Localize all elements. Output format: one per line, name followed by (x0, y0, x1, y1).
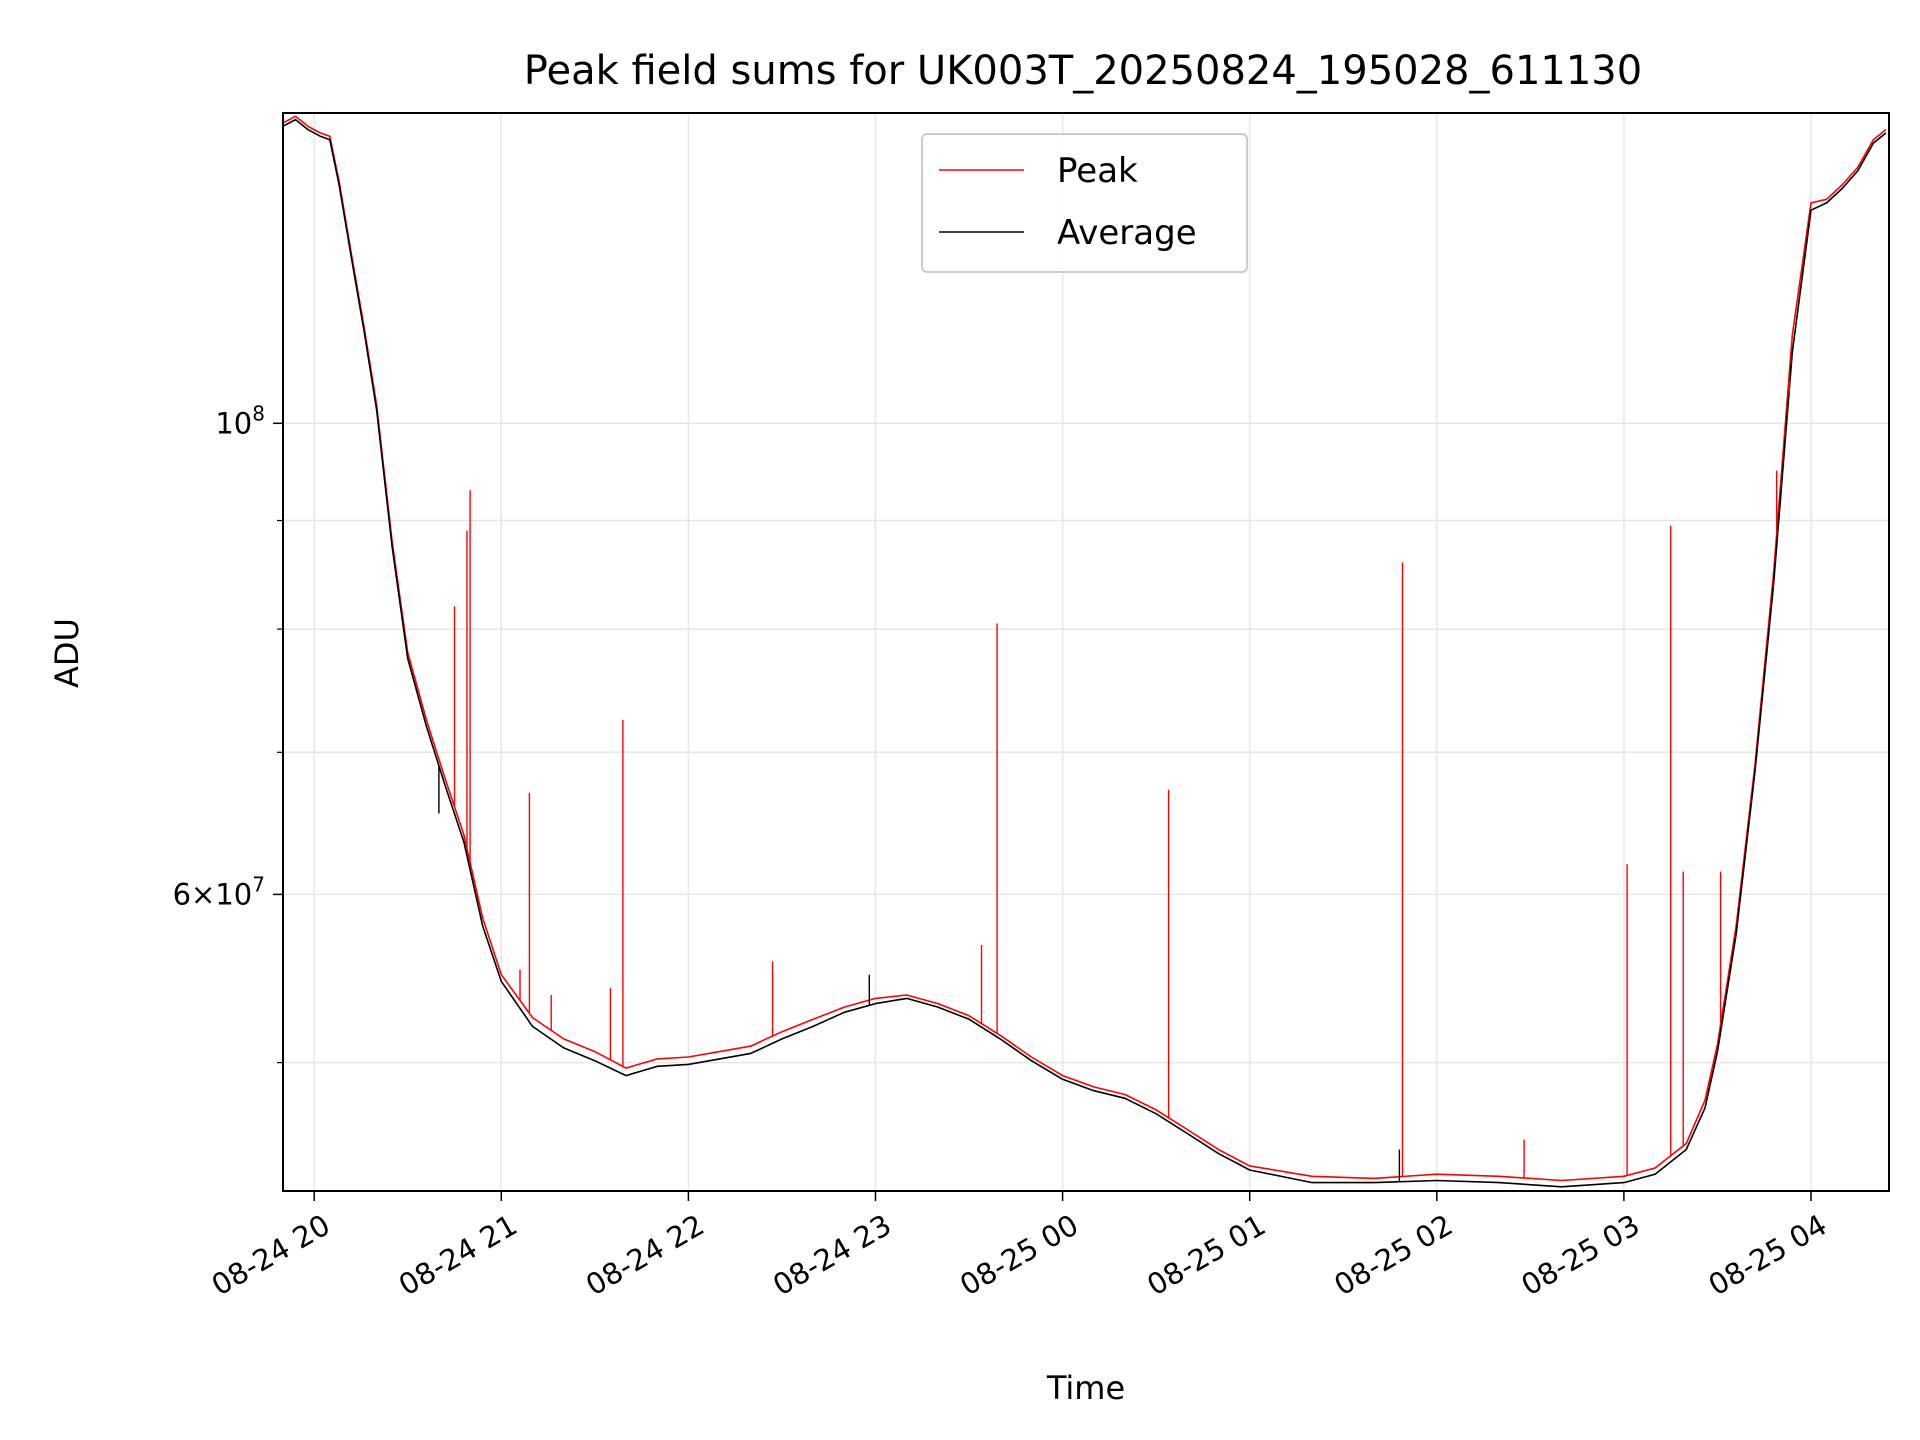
y-tick-exponent: 7 (252, 872, 265, 896)
legend-label-average: Average (1057, 213, 1197, 253)
y-tick-times: × (191, 877, 215, 911)
y-tick-label: 108 (215, 401, 265, 440)
y-tick-label: 6×107 (173, 872, 265, 911)
y-tick-exponent: 8 (252, 401, 265, 425)
series-line-average (282, 118, 1887, 1188)
y-tick-base: 10 (215, 406, 252, 440)
plot-frame (282, 112, 1890, 1192)
y-tick-base: 10 (215, 877, 252, 911)
x-axis-label: Time (1046, 1369, 1125, 1407)
y-axis-label: ADU (48, 618, 86, 688)
legend-box (921, 133, 1248, 273)
series-line-peak (282, 115, 1887, 1182)
plot-area (282, 115, 1887, 1188)
legend: Peak Average (921, 133, 1248, 273)
grid (283, 113, 1889, 1191)
legend-label-peak: Peak (1057, 151, 1138, 191)
y-tick-mantissa: 6 (173, 877, 191, 911)
chart-title: Peak field sums for UK003T_20250824_1950… (524, 48, 1642, 94)
